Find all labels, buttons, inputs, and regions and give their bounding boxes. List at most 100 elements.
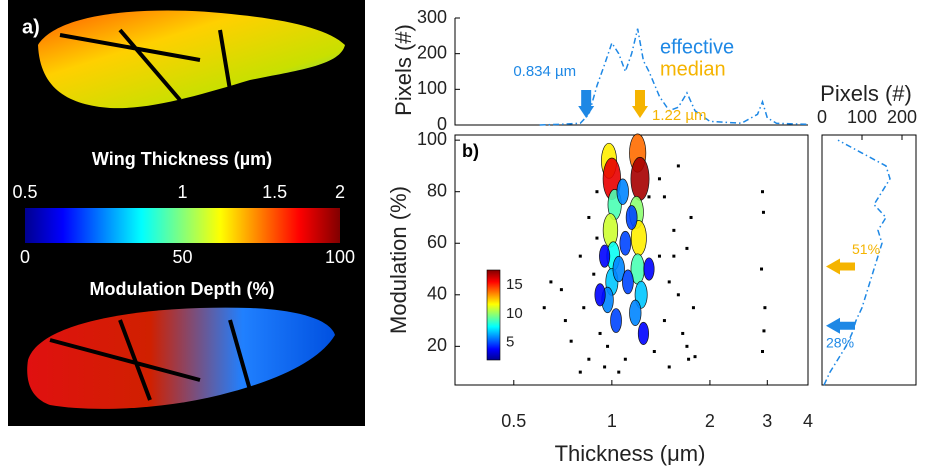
colorbar-tick-label: 5 — [506, 334, 514, 351]
density-blob — [630, 156, 650, 201]
y-axis-label: Modulation (%) — [386, 186, 411, 334]
point — [559, 288, 563, 292]
panel-label: a) — [22, 16, 40, 38]
point — [761, 210, 765, 214]
x-tick-label: 2 — [705, 411, 715, 431]
density-blob — [602, 213, 619, 248]
point — [598, 331, 602, 335]
y-tick-label: 80 — [427, 180, 447, 200]
y-axis-label: Pixels (#) — [391, 24, 416, 116]
density-blob — [616, 178, 629, 205]
point — [647, 195, 651, 199]
colorbar-tick-label: 1.5 — [262, 182, 287, 202]
y-tick-label: 60 — [427, 232, 447, 252]
point — [662, 319, 666, 323]
density-blob — [643, 257, 655, 281]
density-blob — [599, 244, 611, 268]
colorbar — [25, 208, 340, 243]
colorbar-tick-label: 0 — [20, 247, 30, 267]
point — [569, 339, 573, 343]
density-blob — [625, 205, 638, 230]
colorbar-tick-label: 2 — [335, 182, 345, 202]
point — [685, 344, 689, 348]
wing-veins — [49, 319, 252, 401]
wing-veins — [59, 28, 232, 102]
annotation: 28% — [826, 334, 854, 350]
annotation: 0.834 µm — [513, 63, 576, 80]
axes-frame — [454, 134, 809, 386]
y-tick-label: 200 — [417, 42, 447, 62]
arrow — [578, 90, 595, 118]
point — [592, 272, 596, 276]
colorbar-tick-label: 15 — [506, 276, 523, 293]
x-tick-label: 200 — [887, 107, 917, 127]
point — [578, 254, 582, 258]
x-axis-label: Thickness (μm) — [555, 441, 706, 466]
colorbar-title: Wing Thickness (µm) — [92, 149, 272, 169]
point — [662, 195, 666, 199]
point — [761, 190, 765, 194]
annotation: 1.22 µm — [652, 107, 707, 124]
point — [657, 254, 661, 258]
density-blob — [637, 321, 649, 346]
point — [563, 319, 567, 323]
y-tick-label: 0 — [437, 114, 447, 134]
point — [672, 228, 676, 232]
colorbar-title: Modulation Depth (%) — [90, 279, 275, 299]
y-tick-label: 100 — [417, 129, 447, 149]
point — [587, 357, 591, 361]
density-blob — [622, 269, 634, 295]
colorbar-frame — [486, 269, 501, 361]
point — [761, 349, 765, 353]
y-tick-label: 40 — [427, 284, 447, 304]
x-tick-label: 0 — [817, 107, 827, 127]
point — [623, 357, 627, 361]
x-tick-label: 3 — [762, 411, 772, 431]
density-blob — [594, 283, 606, 307]
point — [617, 370, 621, 374]
point — [595, 190, 599, 194]
legend-entry: effective — [660, 36, 734, 58]
point — [685, 246, 689, 250]
point — [549, 280, 553, 284]
panel-label: b) — [462, 141, 479, 161]
point — [676, 293, 680, 297]
colorbar-tick-label: 50 — [172, 247, 192, 267]
colorbar-tick-label: 1 — [177, 182, 187, 202]
point — [667, 280, 671, 284]
histogram-line — [539, 28, 809, 126]
point — [587, 215, 591, 219]
point — [578, 370, 582, 374]
axes-frame — [821, 134, 917, 386]
annotation: 51% — [852, 241, 880, 257]
point — [691, 306, 695, 310]
density-blob — [619, 230, 632, 256]
point — [603, 365, 607, 369]
point — [542, 306, 546, 310]
legend-entry: median — [660, 58, 726, 80]
arrow — [826, 258, 855, 275]
point — [687, 357, 691, 361]
colorbar — [487, 270, 500, 360]
point — [595, 236, 599, 240]
x-tick-label: 1 — [607, 411, 617, 431]
arrow — [631, 90, 648, 118]
point — [652, 349, 656, 353]
colorbar-tick-label: 10 — [506, 305, 523, 322]
colorbar-tick-label: 100 — [325, 247, 355, 267]
point — [582, 306, 586, 310]
point — [672, 254, 676, 258]
y-tick-label: 300 — [417, 7, 447, 27]
density-blob — [629, 299, 642, 326]
point — [681, 331, 685, 335]
point — [606, 344, 610, 348]
y-tick-label: 100 — [417, 78, 447, 98]
x-axis-label: Pixels (#) — [820, 81, 912, 106]
density-blob — [612, 255, 625, 283]
point — [760, 267, 764, 271]
x-tick-label: 100 — [847, 107, 877, 127]
point — [763, 306, 767, 310]
point — [693, 355, 697, 359]
colorbar-tick-label: 0.5 — [12, 182, 37, 202]
